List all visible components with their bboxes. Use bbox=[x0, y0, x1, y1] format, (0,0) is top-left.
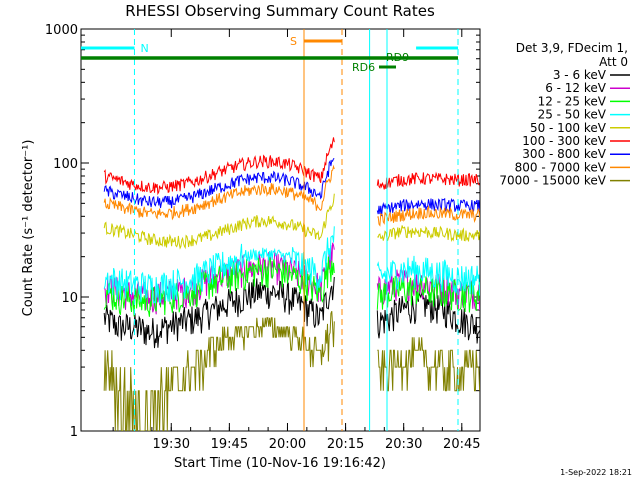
x-tick-label: 20:30 bbox=[385, 437, 422, 452]
series-line bbox=[376, 197, 480, 217]
legend-entry-label: 25 - 50 keV bbox=[538, 108, 607, 122]
legend-entry-label: 50 - 100 keV bbox=[530, 121, 607, 135]
chart-title: RHESSI Observing Summary Count Rates bbox=[125, 2, 435, 20]
series-line bbox=[103, 193, 335, 250]
legend-entry-label: 800 - 7000 keV bbox=[515, 160, 607, 174]
series-line bbox=[103, 137, 335, 196]
series-line bbox=[377, 225, 480, 243]
series-line bbox=[103, 276, 335, 349]
legend-entry-label: 12 - 25 keV bbox=[538, 94, 607, 108]
series-line bbox=[103, 164, 335, 221]
legend-header-line-2: Att 0 bbox=[599, 55, 628, 69]
series-line bbox=[377, 205, 480, 227]
y-tick-label: 1000 bbox=[45, 23, 78, 38]
annotation-label-saa: S bbox=[290, 35, 297, 48]
y-axis-label: Count Rate (s⁻¹ detector⁻¹) bbox=[21, 140, 36, 317]
legend-entry-label: 7000 - 15000 keV bbox=[499, 174, 606, 188]
legend-entry-label: 300 - 800 keV bbox=[522, 147, 606, 161]
plot-area: 1 10 100 1000 19:30 19:45 20:00 20:15 20:30 20:45… bbox=[45, 23, 481, 452]
legend-entry-label: 3 - 6 keV bbox=[553, 68, 607, 82]
series-line bbox=[376, 255, 480, 296]
series-line bbox=[377, 337, 480, 392]
footer-date: 1-Sep-2022 18:21 bbox=[560, 468, 632, 477]
annotation-label-rd6: RD6 bbox=[352, 61, 375, 74]
y-tick-label: 10 bbox=[61, 291, 78, 306]
annotation-label-night: N bbox=[140, 42, 148, 55]
legend-header-line-1: Det 3,9, FDecim 1, bbox=[516, 41, 628, 55]
legend-entry-label: 100 - 300 keV bbox=[522, 134, 606, 148]
annotation-label-rd9: RD9 bbox=[386, 51, 409, 64]
series-line bbox=[376, 171, 480, 190]
series-line bbox=[103, 158, 335, 209]
y-tick-label: 1 bbox=[70, 425, 78, 440]
x-axis-label: Start Time (10-Nov-16 19:16:42) bbox=[174, 456, 386, 471]
series-line bbox=[376, 289, 480, 344]
x-tick-label: 20:00 bbox=[269, 437, 306, 452]
series-line bbox=[103, 255, 335, 317]
y-tick-label: 100 bbox=[53, 157, 78, 172]
x-tick-label: 20:15 bbox=[327, 437, 364, 452]
series-line bbox=[103, 311, 335, 431]
plot-frame bbox=[80, 28, 481, 432]
series-line bbox=[103, 226, 335, 304]
x-tick-label: 19:30 bbox=[153, 437, 190, 452]
legend-entry-label: 6 - 12 keV bbox=[545, 81, 607, 95]
x-tick-label: 20:45 bbox=[443, 437, 480, 452]
x-tick-label: 19:45 bbox=[211, 437, 248, 452]
